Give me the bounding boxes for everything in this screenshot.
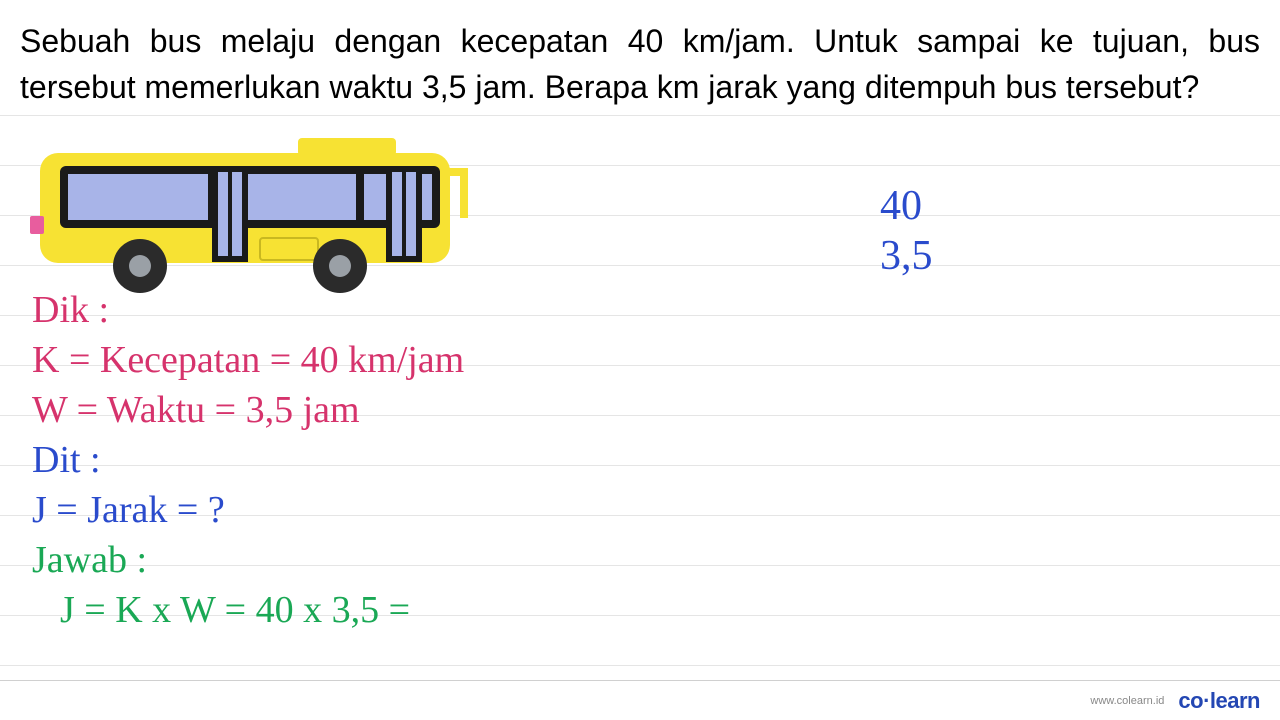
footer: www.colearn.id co·learn bbox=[0, 680, 1280, 720]
dik-line-waktu: W = Waktu = 3,5 jam bbox=[32, 388, 360, 432]
dit-line-jarak: J = Jarak = ? bbox=[32, 488, 225, 532]
dik-label: Dik : bbox=[32, 288, 109, 332]
logo-prefix: co bbox=[1178, 688, 1203, 713]
logo-suffix: learn bbox=[1210, 688, 1260, 713]
dik-line-kecepatan: K = Kecepatan = 40 km/jam bbox=[32, 338, 464, 382]
bus-illustration bbox=[30, 138, 470, 293]
side-calc-line1: 40 bbox=[880, 182, 922, 230]
question-text: Sebuah bus melaju dengan kecepatan 40 km… bbox=[0, 0, 1280, 121]
logo-dot: · bbox=[1203, 688, 1210, 713]
footer-url: www.colearn.id bbox=[1090, 695, 1164, 707]
jawab-line-formula: J = K x W = 40 x 3,5 = bbox=[60, 588, 410, 632]
dit-label: Dit : bbox=[32, 438, 101, 482]
side-calc-line2: 3,5 bbox=[880, 232, 933, 280]
colearn-logo: co·learn bbox=[1178, 688, 1260, 714]
jawab-label: Jawab : bbox=[32, 538, 147, 582]
